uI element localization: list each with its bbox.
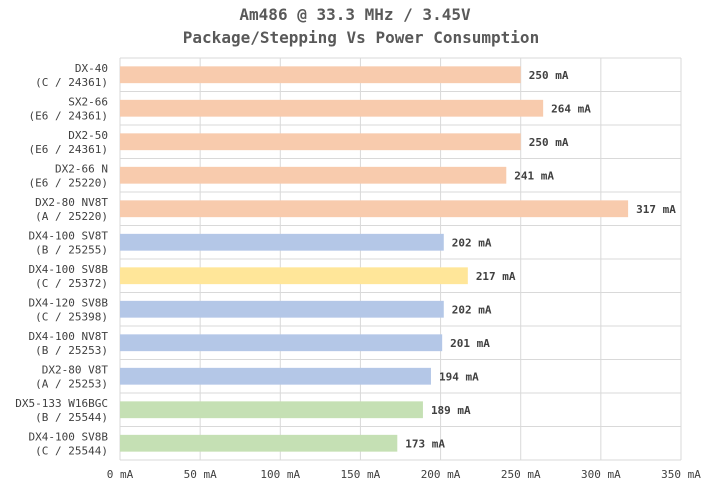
bar	[120, 401, 423, 419]
category-label: DX2-80 NV8T	[35, 196, 108, 209]
data-label: 173 mA	[405, 437, 445, 450]
category-label: SX2-66	[68, 95, 108, 108]
data-label: 217 mA	[476, 270, 516, 283]
x-tick-label: 350 mA	[661, 468, 701, 481]
category-label: DX2-50	[68, 129, 108, 142]
bars	[120, 66, 629, 452]
data-label: 189 mA	[431, 404, 471, 417]
category-sublabel: (E6 / 25220)	[29, 176, 108, 189]
labels: 0 mA 50 mA 100 mA 150 mA 200 mA 250 mA 300 mA 3…	[15, 62, 701, 481]
bar	[120, 334, 443, 352]
bar	[120, 200, 629, 218]
x-tick-label: 150 mA	[341, 468, 381, 481]
x-tick-label: 100 mA	[260, 468, 300, 481]
x-tick-label: 250 mA	[501, 468, 541, 481]
data-label: 202 mA	[452, 236, 492, 249]
data-label: 202 mA	[452, 303, 492, 316]
x-tick-label: 200 mA	[421, 468, 461, 481]
bar	[120, 367, 431, 385]
data-label: 250 mA	[529, 136, 569, 149]
category-sublabel: (A / 25220)	[35, 210, 108, 223]
category-label: DX5-133 W16BGC	[15, 397, 108, 410]
category-sublabel: (C / 24361)	[35, 76, 108, 89]
gridlines	[119, 57, 682, 461]
bar	[120, 267, 468, 285]
category-sublabel: (E6 / 24361)	[29, 143, 108, 156]
x-tick-label: 50 mA	[184, 468, 217, 481]
bar	[120, 133, 521, 151]
data-label: 201 mA	[450, 337, 490, 350]
category-sublabel: (B / 25255)	[35, 243, 108, 256]
category-sublabel: (C / 25372)	[35, 277, 108, 290]
category-sublabel: (B / 25253)	[35, 344, 108, 357]
x-tick-label: 0 mA	[107, 468, 134, 481]
bar	[120, 99, 544, 117]
category-label: DX4-100 SV8T	[29, 229, 109, 242]
category-sublabel: (B / 25544)	[35, 411, 108, 424]
data-label: 264 mA	[551, 102, 591, 115]
category-label: DX4-100 NV8T	[29, 330, 109, 343]
data-label: 317 mA	[636, 203, 676, 216]
data-label: 194 mA	[439, 370, 479, 383]
category-label: DX2-80 V8T	[42, 363, 109, 376]
data-label: 241 mA	[514, 169, 554, 182]
category-label: DX-40	[75, 62, 108, 75]
bar	[120, 166, 507, 184]
category-sublabel: (E6 / 24361)	[29, 109, 108, 122]
category-label: DX4-100 SV8B	[29, 263, 109, 276]
bar	[120, 434, 398, 452]
chart-subtitle: Package/Stepping Vs Power Consumption	[183, 28, 539, 47]
category-label: DX2-66 N	[55, 162, 108, 175]
data-label: 250 mA	[529, 69, 569, 82]
category-sublabel: (C / 25398)	[35, 310, 108, 323]
category-label: DX4-100 SV8B	[29, 430, 109, 443]
bar	[120, 66, 521, 84]
category-label: DX4-120 SV8B	[29, 296, 109, 309]
x-tick-label: 300 mA	[581, 468, 621, 481]
chart-title: Am486 @ 33.3 MHz / 3.45V	[239, 5, 471, 24]
category-sublabel: (A / 25253)	[35, 377, 108, 390]
bar	[120, 233, 444, 251]
bar	[120, 300, 444, 318]
category-sublabel: (C / 25544)	[35, 444, 108, 457]
